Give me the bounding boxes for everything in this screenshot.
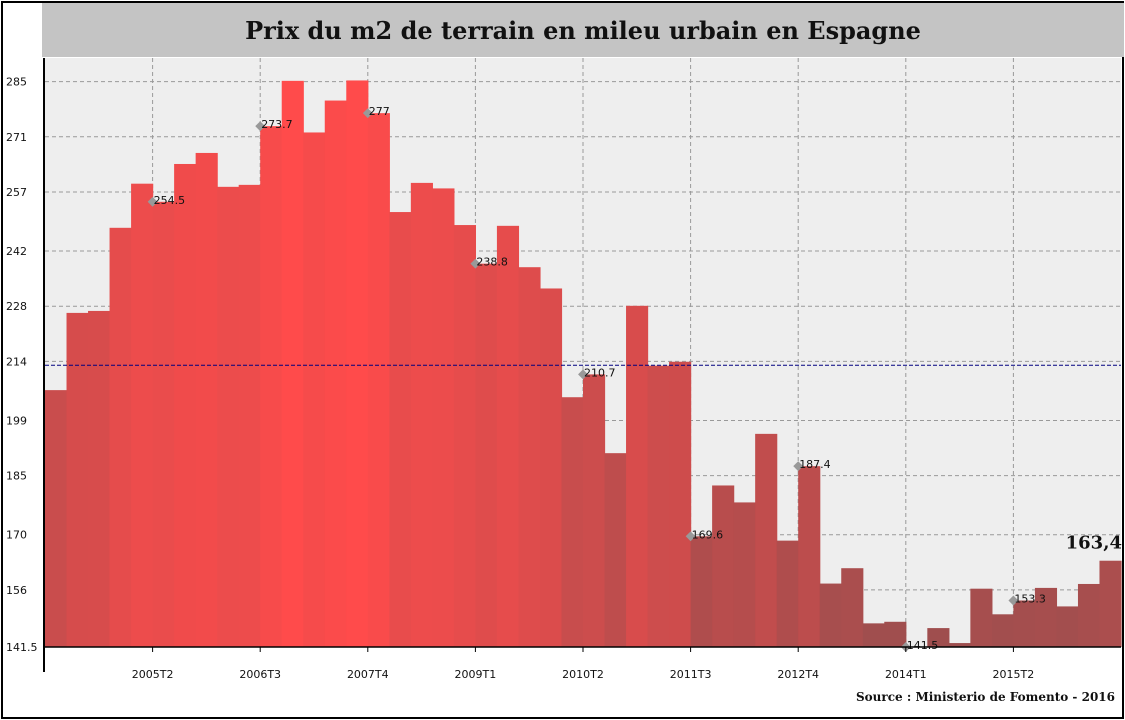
data-label: 210.7 [584,366,616,379]
bar [841,568,864,647]
bar [733,502,756,647]
bar [604,453,627,647]
bar [496,225,520,647]
bar [303,132,326,647]
bar [109,227,132,647]
x-tick-label: 2011T3 [670,668,712,681]
y-tick-label: 228 [6,300,27,313]
bar [1013,600,1036,647]
title-bar: Prix du m2 de terrain en mileu urbain en… [42,3,1124,57]
x-tick-label: 2006T3 [239,668,281,681]
bar [583,374,606,647]
data-label: 141.5 [907,639,939,652]
bar [281,80,304,648]
data-point-marker [685,531,696,542]
data-point-marker [578,369,588,380]
data-point-marker [470,258,481,269]
data-label: 254.5 [154,194,186,207]
bar [647,365,670,647]
bar [88,310,111,647]
bar [1099,560,1122,647]
data-label: 187.4 [799,458,831,471]
bar [518,267,541,647]
source-note: Source : Ministerio de Fomento - 2016 [856,690,1115,704]
bar [927,628,950,647]
bars-layer [45,80,1122,648]
y-tick-label: 170 [6,529,27,542]
y-tick-label: 242 [6,245,27,258]
x-tick-label: 2015T2 [993,668,1035,681]
bar [561,397,584,647]
data-label: 169.6 [692,528,724,541]
x-tick-label: 2012T4 [777,668,819,681]
y-tick-label: 214 [6,355,27,368]
bar [66,312,89,647]
bar [539,288,563,647]
bar [152,201,175,647]
x-tick-label: 2010T2 [562,668,604,681]
bar [238,184,261,647]
bar [174,163,197,648]
bar [131,183,154,647]
bar [260,126,283,648]
axis-layer: 141.5 156 170 185 199 214 228 242 257 271 285 2005T… [6,58,1121,681]
bar [776,540,799,647]
bar [195,152,218,647]
bar [862,623,885,647]
bar [991,614,1014,647]
data-label: 238.8 [476,256,508,269]
last-value-label: 163,4 [1066,533,1122,554]
chart-title: Prix du m2 de terrain en mileu urbain en… [245,15,921,45]
x-tick-label: 2005T2 [132,668,174,681]
bar [712,485,735,647]
bar [432,188,455,648]
y-tick-label: 199 [6,414,27,427]
data-label: 277 [369,105,390,118]
data-labels-layer: 254.5 273.7 277 238.8 210.7 169.6 187.4 141.5 15… [147,105,1122,652]
bar [798,466,821,647]
bar [1056,606,1079,647]
data-point-marker [147,196,158,207]
bar [346,80,369,648]
bar [948,643,971,647]
x-tick-label: 2014T1 [885,668,927,681]
bar [324,100,347,648]
x-tick-label: 2009T1 [455,668,497,681]
data-label: 153.3 [1014,593,1046,606]
bar [389,212,412,648]
bar [690,536,713,647]
x-tick-label: 2007T4 [347,668,389,681]
bar [819,583,842,647]
y-tick-label: 141.5 [6,641,38,654]
y-tick-label: 257 [6,186,27,199]
bar [217,186,240,648]
y-tick-label: 156 [6,584,27,597]
bar [626,305,649,647]
data-point-marker [793,461,804,472]
bar [45,390,68,647]
bar [475,263,498,647]
bar [755,433,778,647]
y-tick-label: 285 [6,76,27,89]
bar [1077,583,1101,647]
bar [410,182,433,647]
data-label: 273.7 [261,118,293,131]
bar [970,588,993,647]
bar [669,361,692,647]
y-tick-label: 271 [6,131,27,144]
y-tick-label: 185 [6,470,27,483]
bar [453,225,476,647]
bar [367,113,390,648]
bar [1034,587,1058,647]
bar [884,621,907,647]
data-point-marker [1008,595,1019,606]
